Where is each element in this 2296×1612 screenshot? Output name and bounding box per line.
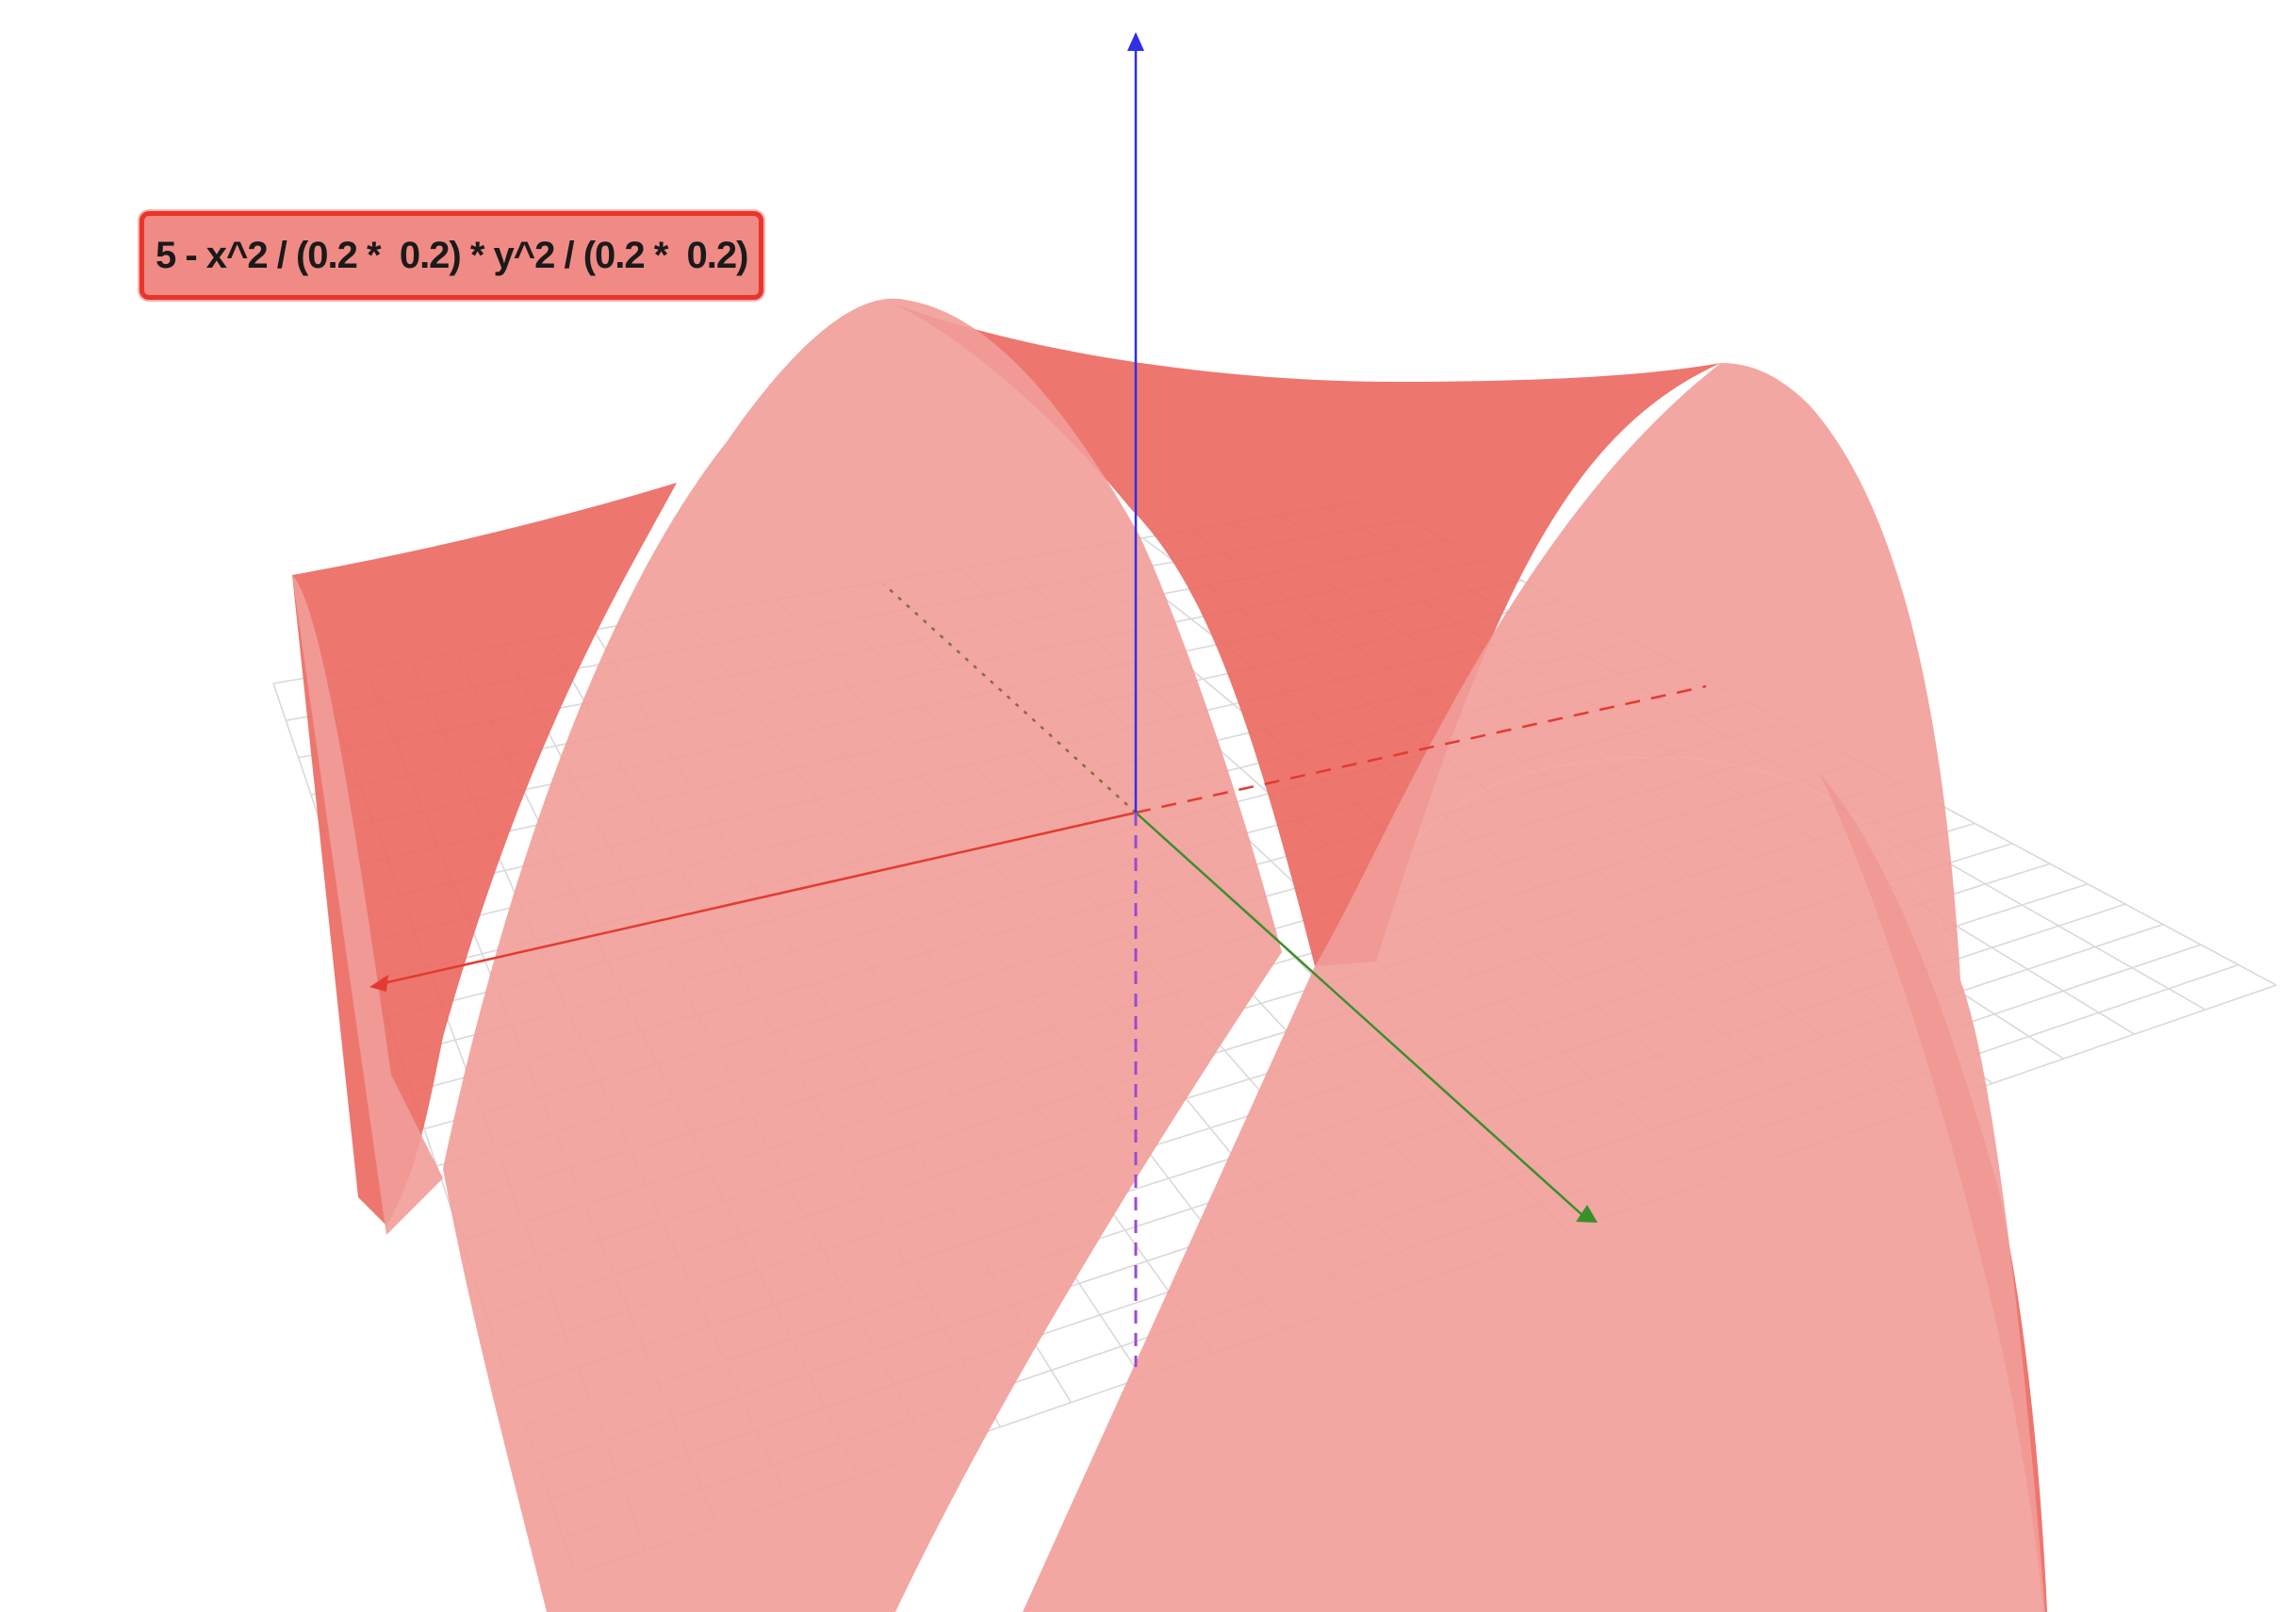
surface-front-face bbox=[292, 298, 2045, 1612]
x-axis bbox=[374, 811, 1137, 987]
y-axis bbox=[1135, 812, 1584, 1217]
surface-front-right-arch bbox=[1315, 363, 1960, 980]
x-axis-arrowhead bbox=[369, 975, 388, 992]
z-axis-arrowhead bbox=[1127, 32, 1144, 51]
y-axis-negative-dotted bbox=[883, 584, 1137, 814]
x-axis-negative-dashed bbox=[1135, 684, 1707, 814]
function-label[interactable]: 5 - x^2 / (0.2 * 0.2) * y^2 / (0.2 * 0.2… bbox=[139, 211, 764, 300]
surface-front-left-sheet bbox=[292, 575, 443, 1235]
axes bbox=[369, 32, 1707, 1367]
y-axis-arrowhead bbox=[1576, 1205, 1598, 1223]
surface-back-left-fold bbox=[292, 483, 677, 1225]
surface-back-face bbox=[292, 297, 2047, 1612]
surface-front-main-arch bbox=[443, 298, 2045, 1612]
surface-back-saddle-ridge bbox=[877, 297, 1721, 966]
